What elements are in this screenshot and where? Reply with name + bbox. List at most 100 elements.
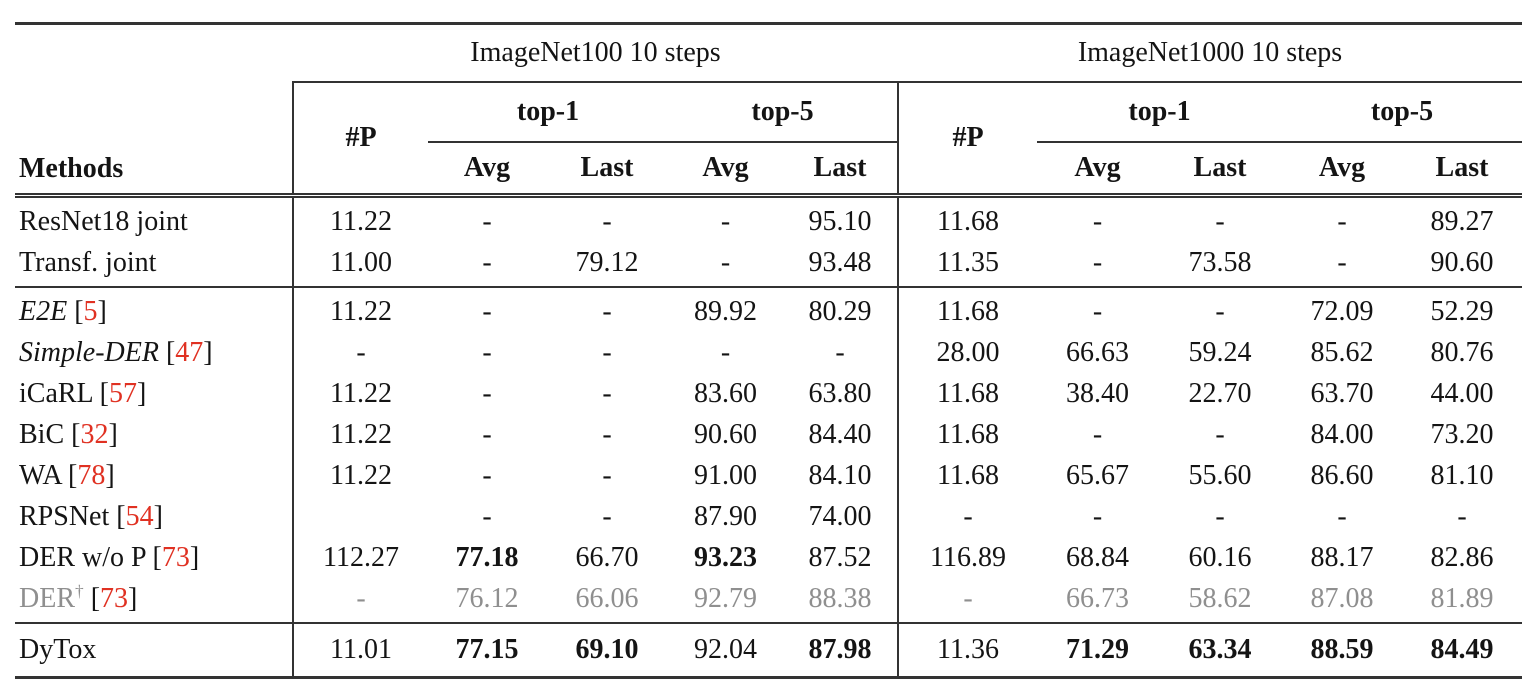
value-cell: - — [1215, 295, 1225, 327]
value-cell: - — [720, 336, 731, 368]
method-label: DER w/o P — [19, 541, 146, 573]
last-header: Last — [1158, 142, 1282, 198]
method-label: Simple-DER — [19, 336, 159, 368]
method-name: E2E [5] — [15, 287, 293, 332]
value-cell: 38.40 — [1066, 377, 1129, 409]
method-name: RPSNet [54] — [15, 496, 293, 537]
value-cell: 66.06 — [546, 578, 668, 624]
value-cell: - — [1215, 205, 1225, 237]
method-name: WA [78] — [15, 455, 293, 496]
value-cell: 11.68 — [897, 414, 1037, 455]
value-cell: 88.38 — [783, 578, 898, 624]
value-cell: 88.59 — [1282, 623, 1402, 679]
value-cell: 66.70 — [575, 541, 639, 573]
citation-number: 73 — [100, 582, 129, 614]
param-header-left: #P — [292, 82, 428, 198]
value-cell: - — [835, 336, 845, 368]
value-cell: 59.24 — [1188, 336, 1252, 368]
value-cell: 84.00 — [1310, 418, 1374, 450]
citation-bracket: ] — [189, 541, 200, 573]
citation-bracket: [ — [68, 459, 78, 491]
group-header-imagenet100: ImageNet100 10 steps — [293, 22, 898, 83]
citation-number: 57 — [108, 377, 137, 409]
value-cell: 11.68 — [897, 287, 1037, 332]
value-cell: - — [897, 578, 1037, 624]
value-cell: 63.34 — [1158, 623, 1282, 679]
table-row: WA [78] 11.22- -91.00 84.10 11.68 65.67 55.60 8… — [15, 455, 1522, 496]
value-cell: - — [602, 418, 612, 450]
citation-bracket: ] — [128, 582, 138, 614]
value-cell: 11.35 — [897, 242, 1037, 288]
avg-last-header-row: Avg Last Avg Last Avg Last Avg Last — [15, 142, 1523, 198]
value-cell: 11.68 — [897, 373, 1037, 414]
table-row: BiC [32] 11.22- -90.60 84.40 11.68- -84.00 73.… — [15, 414, 1522, 455]
value-cell: - — [1457, 500, 1467, 532]
value-cell — [292, 496, 428, 537]
value-cell: 44.00 — [1430, 377, 1494, 409]
value-cell: 63.70 — [1310, 377, 1374, 409]
value-cell: 91.00 — [694, 459, 757, 491]
value-cell: 74.00 — [808, 500, 872, 532]
value-cell: 66.73 — [1037, 578, 1158, 624]
value-cell: 80.76 — [1430, 336, 1494, 368]
value-cell: 80.29 — [808, 295, 872, 327]
value-cell: 92.79 — [668, 578, 783, 624]
value-cell: 11.22 — [292, 195, 428, 242]
value-cell: 63.80 — [808, 377, 872, 409]
citation-number: 5 — [83, 295, 98, 327]
value-cell: 66.63 — [1066, 336, 1129, 368]
citation-bracket: ] — [203, 336, 213, 368]
value-cell: 81.89 — [1402, 578, 1523, 624]
value-cell: 11.22 — [292, 373, 428, 414]
citation-bracket: ] — [97, 295, 107, 327]
value-cell: - — [482, 377, 492, 409]
citation-number: 73 — [161, 541, 190, 573]
table-row: RPSNet [54] - -87.90 74.00- - - - - — [15, 496, 1522, 537]
value-cell: 79.12 — [546, 242, 668, 288]
table-row: ResNet18 joint 11.22 - - - 95.10 11.68 - - - 89.27 — [15, 195, 1522, 242]
value-cell: 58.62 — [1158, 578, 1282, 624]
value-cell: 84.40 — [808, 418, 872, 450]
value-cell: - — [292, 578, 428, 624]
value-cell: 93.48 — [783, 242, 898, 288]
table-row: DER† [73] -76.12 66.06 92.79 88.38-66.73 58.6… — [15, 578, 1523, 624]
value-cell: 89.27 — [1430, 205, 1494, 237]
value-cell: 89.92 — [694, 295, 757, 327]
value-cell: 69.10 — [546, 623, 668, 679]
avg-header: Avg — [1037, 142, 1158, 198]
value-cell: 73.58 — [1158, 242, 1282, 288]
value-cell: - — [428, 242, 546, 288]
value-cell: 86.60 — [1310, 459, 1374, 491]
top1-header-right: top-1 — [1037, 82, 1282, 143]
avg-header: Avg — [428, 142, 546, 198]
value-cell: - — [482, 500, 492, 532]
method-label: DyTox — [19, 633, 97, 665]
method-name: DyTox — [15, 623, 293, 679]
citation-number: 78 — [77, 459, 106, 491]
method-label: BiC — [19, 418, 65, 450]
citation-bracket: ] — [136, 377, 147, 409]
value-cell: 116.89 — [897, 537, 1037, 578]
value-cell: - — [1215, 418, 1225, 450]
citation-bracket: ] — [105, 459, 115, 491]
value-cell: - — [1337, 205, 1347, 237]
value-cell: - — [482, 459, 492, 491]
value-cell: - — [602, 500, 612, 532]
method-name: BiC [32] — [15, 414, 293, 455]
param-header-right: #P — [897, 82, 1037, 198]
value-cell: 11.36 — [897, 623, 1037, 679]
method-label: ResNet18 joint — [19, 205, 188, 237]
value-cell: - — [602, 295, 612, 327]
value-cell: 93.23 — [694, 541, 757, 573]
value-cell: - — [482, 336, 492, 368]
value-cell: 71.29 — [1037, 623, 1158, 679]
table-row: Simple-DER [47] - - - - -28.00 66.63 59.24 85.62… — [15, 332, 1522, 373]
citation-bracket: [ — [99, 377, 109, 409]
top5-header-right: top-5 — [1282, 82, 1523, 143]
method-name: iCaRL [57] — [15, 373, 293, 414]
value-cell: - — [602, 336, 612, 368]
value-cell: 11.68 — [897, 455, 1037, 496]
value-cell: 22.70 — [1188, 377, 1252, 409]
method-label: E2E — [19, 295, 68, 327]
value-cell: 84.10 — [808, 459, 872, 491]
